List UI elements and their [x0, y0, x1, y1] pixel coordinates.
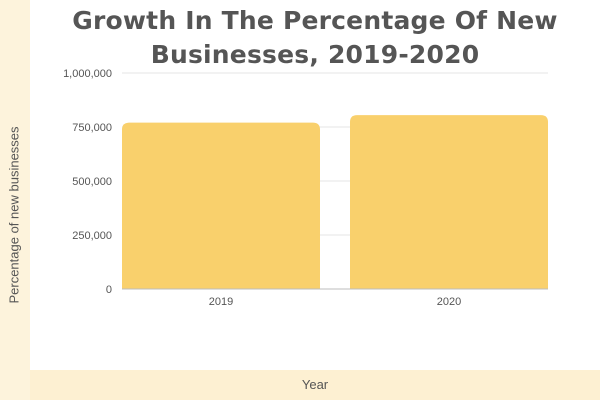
y-tick-label: 1,000,000 [63, 68, 112, 80]
xaxis-label-band [30, 370, 600, 400]
bar-2019 [122, 122, 320, 290]
bar-2020 [350, 115, 548, 290]
x-axis-label: Year [301, 377, 329, 392]
chart-title: Growth In The Percentage Of New Business… [72, 6, 558, 69]
x-tick-label: 2020 [437, 296, 461, 308]
y-tick-label: 0 [106, 284, 112, 296]
y-tick-label: 500,000 [72, 176, 112, 188]
y-tick-label: 250,000 [72, 230, 112, 242]
y-tick-label: 750,000 [72, 122, 112, 134]
x-tick-label: 2019 [209, 296, 233, 308]
left-decor-strip [0, 0, 30, 400]
